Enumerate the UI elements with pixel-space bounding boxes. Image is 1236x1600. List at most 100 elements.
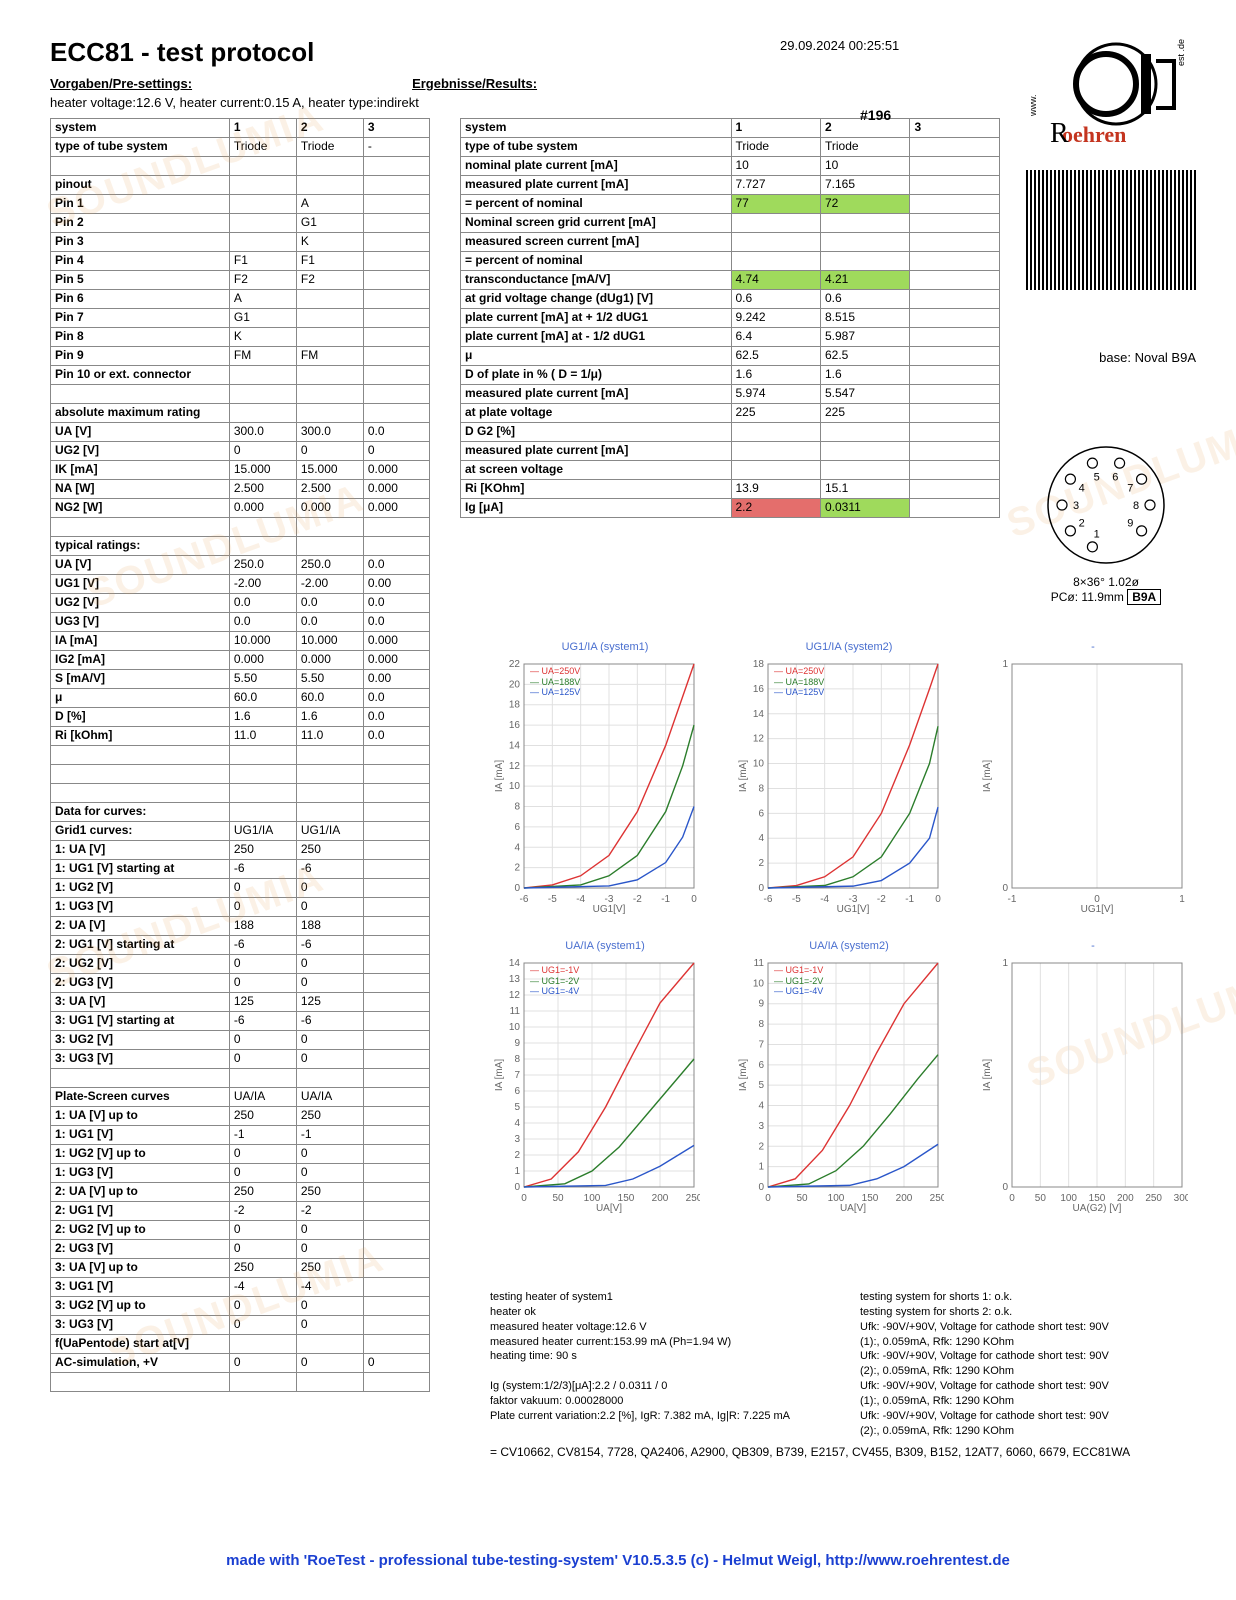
svg-text:UG1[V]: UG1[V] <box>1081 904 1114 915</box>
svg-text:UA[V]: UA[V] <box>840 1203 866 1214</box>
svg-text:2: 2 <box>514 1150 520 1161</box>
svg-text:IA [mA]: IA [mA] <box>738 760 749 792</box>
svg-text:14: 14 <box>509 958 521 969</box>
svg-text:UA[V]: UA[V] <box>596 1203 622 1214</box>
svg-text:200: 200 <box>896 1193 913 1204</box>
svg-text:0: 0 <box>521 1193 527 1204</box>
svg-text:0: 0 <box>935 894 941 905</box>
svg-text:0: 0 <box>691 894 697 905</box>
svg-text:6: 6 <box>514 822 520 833</box>
svg-text:IA [mA]: IA [mA] <box>738 1059 749 1091</box>
svg-text:10: 10 <box>753 979 765 990</box>
svg-text:50: 50 <box>552 1193 564 1204</box>
svg-text:6: 6 <box>514 1086 520 1097</box>
svg-text:-4: -4 <box>576 894 585 905</box>
svg-text:6: 6 <box>758 809 764 820</box>
svg-text:-1: -1 <box>661 894 670 905</box>
svg-text:250: 250 <box>1145 1193 1162 1204</box>
svg-text:2: 2 <box>1079 518 1085 530</box>
svg-text:18: 18 <box>753 659 765 670</box>
results-table: system123type of tube systemTriodeTriode… <box>460 118 1000 518</box>
svg-text:3: 3 <box>514 1134 520 1145</box>
svg-text:0: 0 <box>1002 883 1008 894</box>
svg-text:-2: -2 <box>633 894 642 905</box>
svg-text:IA [mA]: IA [mA] <box>982 1059 993 1091</box>
svg-text:50: 50 <box>796 1193 808 1204</box>
svg-text:-6: -6 <box>520 894 529 905</box>
svg-text:12: 12 <box>753 734 765 745</box>
svg-text:0: 0 <box>1002 1182 1008 1193</box>
svg-text:-4: -4 <box>820 894 829 905</box>
svg-text:-1: -1 <box>905 894 914 905</box>
svg-text:0: 0 <box>1009 1193 1015 1204</box>
svg-text:2: 2 <box>758 858 764 869</box>
svg-text:7: 7 <box>514 1070 520 1081</box>
sample-id: #196 <box>860 106 891 124</box>
base-label: base: Noval B9A <box>1099 350 1196 367</box>
svg-text:13: 13 <box>509 974 521 985</box>
svg-text:1: 1 <box>758 1162 764 1173</box>
results-heading: Ergebnisse/Results: <box>412 76 537 93</box>
svg-text:11: 11 <box>754 958 765 969</box>
svg-text:10: 10 <box>753 759 765 770</box>
svg-text:3: 3 <box>1073 500 1079 512</box>
svg-text:20: 20 <box>509 680 521 691</box>
svg-text:0: 0 <box>758 883 764 894</box>
svg-text:-5: -5 <box>548 894 557 905</box>
svg-text:UG1[V]: UG1[V] <box>837 904 870 915</box>
svg-text:1: 1 <box>1002 958 1008 969</box>
svg-text:-6: -6 <box>764 894 773 905</box>
svg-text:7: 7 <box>1127 482 1133 494</box>
footer: made with 'RoeTest - professional tube-t… <box>0 1551 1236 1571</box>
presettings-heading: Vorgaben/Pre-settings: <box>50 76 192 93</box>
svg-text:7: 7 <box>758 1040 764 1051</box>
svg-text:4: 4 <box>514 843 520 854</box>
svg-text:6: 6 <box>758 1060 764 1071</box>
pinout-diagram: 123456789 8×36° 1.02ø PCø: 11.9mm B9A <box>1026 440 1186 606</box>
svg-text:5: 5 <box>758 1081 764 1092</box>
svg-text:IA [mA]: IA [mA] <box>982 760 993 792</box>
equivalents: = CV10662, CV8154, 7728, QA2406, A2900, … <box>490 1445 1190 1461</box>
svg-text:8: 8 <box>1133 500 1139 512</box>
svg-text:2: 2 <box>514 863 520 874</box>
svg-text:14: 14 <box>509 741 521 752</box>
svg-text:0: 0 <box>758 1182 764 1193</box>
svg-text:9: 9 <box>758 999 764 1010</box>
svg-text:www.: www. <box>1028 94 1038 117</box>
presettings-table: system123type of tube systemTriodeTriode… <box>50 118 430 1392</box>
svg-text:8: 8 <box>514 802 520 813</box>
svg-text:IA [mA]: IA [mA] <box>494 1059 505 1091</box>
svg-text:0: 0 <box>765 1193 771 1204</box>
svg-text:6: 6 <box>1112 471 1118 483</box>
svg-text:16: 16 <box>509 720 521 731</box>
svg-text:5: 5 <box>1094 471 1100 483</box>
svg-text:11: 11 <box>510 1006 521 1017</box>
svg-text:250: 250 <box>686 1193 700 1204</box>
timestamp: 29.09.2024 00:25:51 <box>780 38 899 55</box>
svg-text:3: 3 <box>758 1121 764 1132</box>
svg-text:200: 200 <box>652 1193 669 1204</box>
svg-text:10: 10 <box>509 1022 521 1033</box>
svg-text:1: 1 <box>1094 529 1100 541</box>
svg-text:50: 50 <box>1035 1193 1047 1204</box>
svg-text:16: 16 <box>753 684 765 695</box>
svg-text:R: R <box>1050 118 1069 146</box>
svg-text:0: 0 <box>514 883 520 894</box>
svg-text:9: 9 <box>1127 518 1133 530</box>
svg-text:250: 250 <box>930 1193 944 1204</box>
bottom-notes: testing heater of system1heater okmeasur… <box>490 1290 1210 1438</box>
svg-text:4: 4 <box>758 834 764 845</box>
svg-text:-1: -1 <box>1008 894 1017 905</box>
svg-text:oehren: oehren <box>1062 122 1126 146</box>
svg-text:1: 1 <box>514 1166 520 1177</box>
svg-text:4: 4 <box>514 1118 520 1129</box>
svg-text:0: 0 <box>514 1182 520 1193</box>
svg-text:UG1[V]: UG1[V] <box>593 904 626 915</box>
svg-text:8: 8 <box>758 1020 764 1031</box>
svg-text:1: 1 <box>1002 659 1008 670</box>
svg-text:5: 5 <box>514 1102 520 1113</box>
svg-text:300: 300 <box>1174 1193 1188 1204</box>
svg-text:UA(G2) [V]: UA(G2) [V] <box>1073 1203 1122 1214</box>
svg-text:18: 18 <box>509 700 521 711</box>
svg-text:8: 8 <box>758 784 764 795</box>
